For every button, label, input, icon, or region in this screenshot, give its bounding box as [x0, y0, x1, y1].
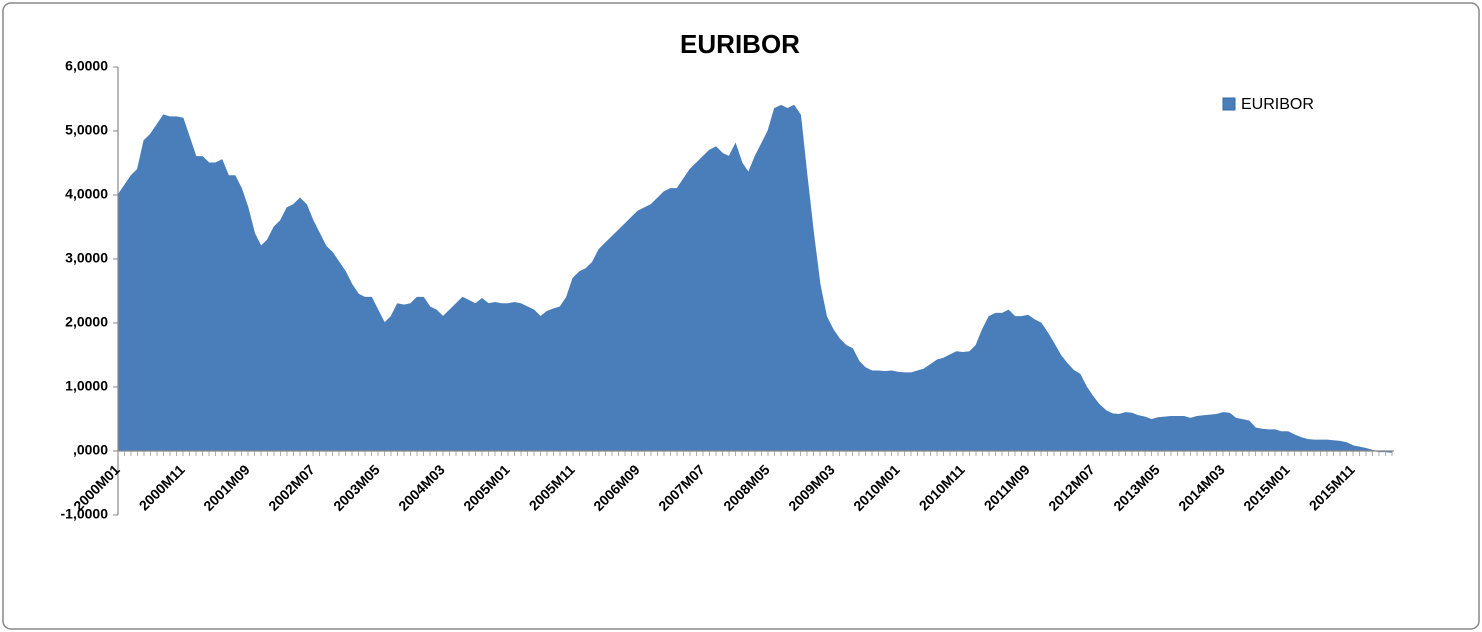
area: [117, 104, 1393, 453]
chart-title: EURIBOR: [680, 29, 800, 59]
legend-label: EURIBOR: [1241, 96, 1314, 113]
y-tick-label: 5,0000: [65, 122, 108, 138]
legend-swatch: [1222, 97, 1236, 111]
y-tick-label: ,0000: [73, 442, 108, 458]
y-tick-label: 1,0000: [65, 378, 108, 394]
y-tick-label: 2,0000: [65, 314, 108, 330]
y-tick-label: -1,0000: [61, 506, 109, 522]
y-tick-label: 6,0000: [65, 58, 108, 74]
y-tick-label: 4,0000: [65, 186, 108, 202]
y-tick-label: 3,0000: [65, 250, 108, 266]
